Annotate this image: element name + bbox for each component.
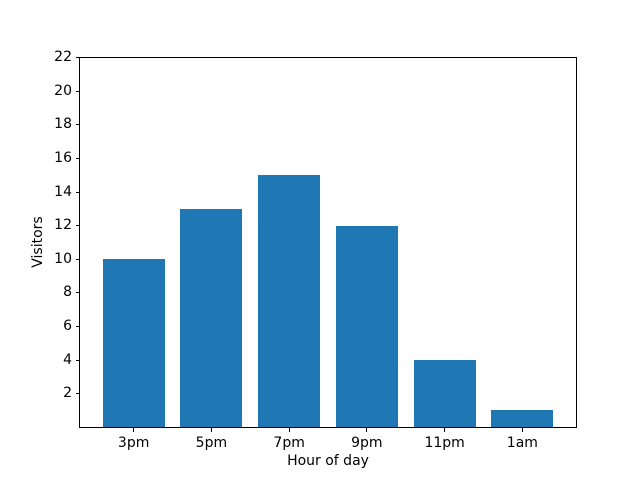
y-axis-label: Visitors [30, 216, 46, 268]
y-tick-label-12: 12 [54, 217, 72, 234]
bar-3pm [102, 259, 165, 428]
y-tick-mark-22 [76, 57, 80, 59]
y-tick-label-18: 18 [54, 116, 72, 133]
y-tick-mark-4 [76, 359, 80, 361]
x-tick-label-5pm: 5pm [195, 435, 228, 452]
y-tick-mark-10 [76, 258, 80, 260]
bar-9pm [335, 225, 398, 428]
x-axis-label: Hour of day [287, 453, 369, 469]
x-tick-label-1am: 1am [506, 435, 538, 452]
y-tick-mark-12 [76, 225, 80, 227]
y-tick-mark-2 [76, 393, 80, 395]
y-tick-label-14: 14 [54, 183, 72, 200]
x-tick-label-7pm: 7pm [273, 435, 305, 452]
x-tick-mark-3pm [133, 428, 135, 433]
y-tick-label-10: 10 [54, 250, 72, 267]
x-tick-label-9pm: 9pm [351, 435, 383, 452]
y-tick-mark-14 [76, 191, 80, 193]
y-tick-label-16: 16 [54, 149, 72, 166]
bar-1am [491, 410, 554, 428]
y-tick-mark-20 [76, 90, 80, 92]
x-tick-mark-5pm [210, 428, 212, 433]
x-tick-mark-11pm [444, 428, 446, 433]
bar-11pm [413, 360, 476, 428]
y-tick-mark-18 [76, 124, 80, 126]
y-tick-label-6: 6 [63, 317, 72, 334]
x-tick-mark-9pm [366, 428, 368, 433]
y-tick-label-20: 20 [54, 82, 72, 99]
x-tick-label-3pm: 3pm [117, 435, 150, 452]
y-tick-label-8: 8 [63, 284, 72, 301]
y-tick-label-2: 2 [63, 385, 72, 402]
y-tick-label-22: 22 [54, 49, 72, 66]
x-tick-mark-1am [521, 428, 523, 433]
y-tick-label-4: 4 [63, 351, 72, 368]
y-tick-mark-6 [76, 325, 80, 327]
plot-area [79, 56, 577, 429]
y-tick-mark-8 [76, 292, 80, 294]
bar-7pm [258, 175, 321, 428]
y-tick-mark-16 [76, 157, 80, 159]
bar-5pm [180, 208, 243, 428]
x-tick-mark-7pm [288, 428, 290, 433]
x-tick-label-11pm: 11pm [424, 435, 465, 452]
